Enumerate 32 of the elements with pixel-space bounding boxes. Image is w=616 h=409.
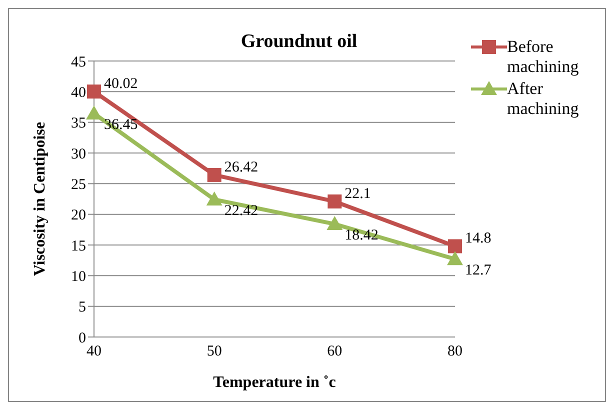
point	[326, 216, 343, 230]
data-label: 22.1	[344, 186, 371, 202]
data-label: 26.42	[224, 159, 258, 176]
chart-title: Groundnut oil	[240, 31, 358, 53]
point	[207, 168, 222, 182]
x-tick-label: 60	[327, 344, 342, 360]
y-tick-label: 40	[71, 84, 86, 101]
data-label: 22.42	[224, 202, 258, 219]
legend-label: After machining	[507, 79, 580, 119]
y-tick-label: 15	[71, 238, 86, 254]
y-tick-label: 25	[71, 176, 86, 193]
y-tick-label: 10	[71, 268, 86, 285]
point	[206, 191, 222, 206]
y-tick-label: 0	[78, 330, 86, 346]
y-tick-label: 20	[71, 208, 86, 224]
data-label: 14.8	[465, 230, 492, 247]
point	[87, 84, 101, 99]
point	[447, 251, 463, 266]
y-tick-label: 30	[71, 146, 86, 162]
legend-label: Before machining	[507, 37, 580, 77]
data-label: 12.7	[465, 262, 492, 278]
y-tick-label: 5	[78, 300, 86, 316]
y-tick-label: 35	[71, 116, 86, 132]
point	[86, 105, 102, 120]
data-label: 40.02	[104, 76, 138, 92]
x-tick-label: 80	[448, 344, 462, 360]
x-axis-title: Temperature in ˚c	[213, 374, 336, 391]
y-tick-label: 45	[71, 54, 86, 70]
point	[448, 239, 462, 254]
point	[328, 194, 342, 208]
x-tick-label: 50	[206, 344, 222, 360]
y-axis-title: Viscosity in Centipoise	[32, 122, 49, 276]
